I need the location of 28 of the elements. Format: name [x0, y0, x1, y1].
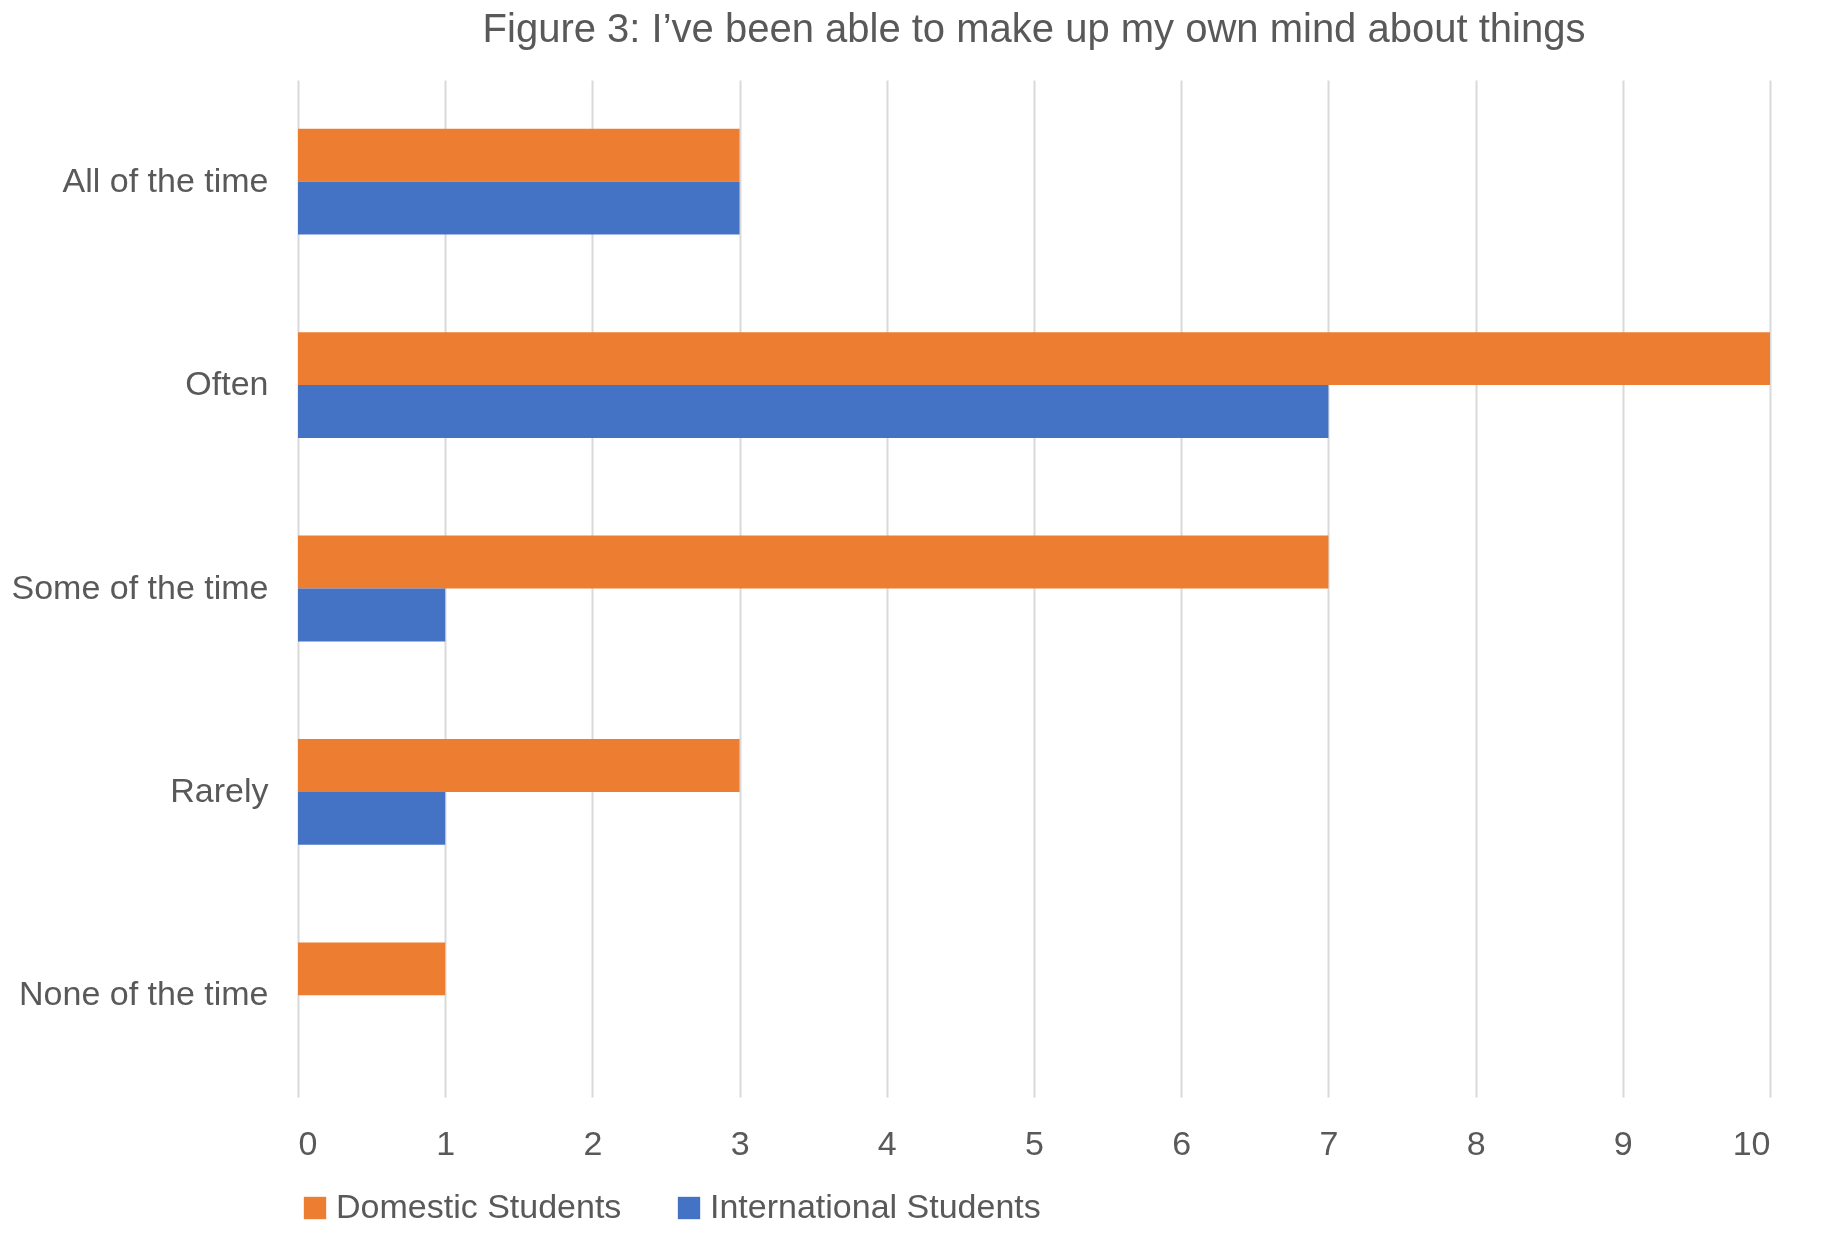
x-tick-label: 1	[436, 1123, 456, 1162]
bar	[298, 181, 740, 235]
x-tick-label: 10	[1732, 1123, 1771, 1162]
chart-title: Figure 3: I’ve been able to make up my own mind about things	[482, 6, 1586, 50]
y-tick-label: All of the time	[62, 160, 269, 199]
bar	[298, 942, 446, 996]
x-tick-label: 6	[1172, 1123, 1192, 1162]
bar	[298, 332, 1770, 386]
bar	[298, 588, 446, 642]
bar	[298, 791, 446, 845]
bar	[298, 739, 740, 792]
bar	[298, 128, 740, 182]
legend-label: Domestic Students	[336, 1187, 622, 1225]
bar	[298, 535, 1329, 589]
x-tick-label: 5	[1025, 1123, 1044, 1162]
x-tick-label: 3	[730, 1123, 750, 1162]
y-tick-label: None of the time	[19, 974, 269, 1013]
x-tick-label: 7	[1319, 1123, 1339, 1162]
x-tick-label: 0	[298, 1123, 318, 1162]
x-tick-label: 2	[583, 1123, 603, 1162]
y-tick-label: Some of the time	[11, 567, 269, 606]
x-tick-label: 9	[1613, 1123, 1633, 1162]
bar	[298, 385, 1329, 438]
y-tick-label: Often	[185, 364, 269, 403]
legend-label: International Students	[710, 1187, 1041, 1225]
x-tick-label: 8	[1466, 1123, 1486, 1162]
y-tick-label: Rarely	[170, 770, 269, 809]
x-tick-label: 4	[877, 1123, 897, 1162]
